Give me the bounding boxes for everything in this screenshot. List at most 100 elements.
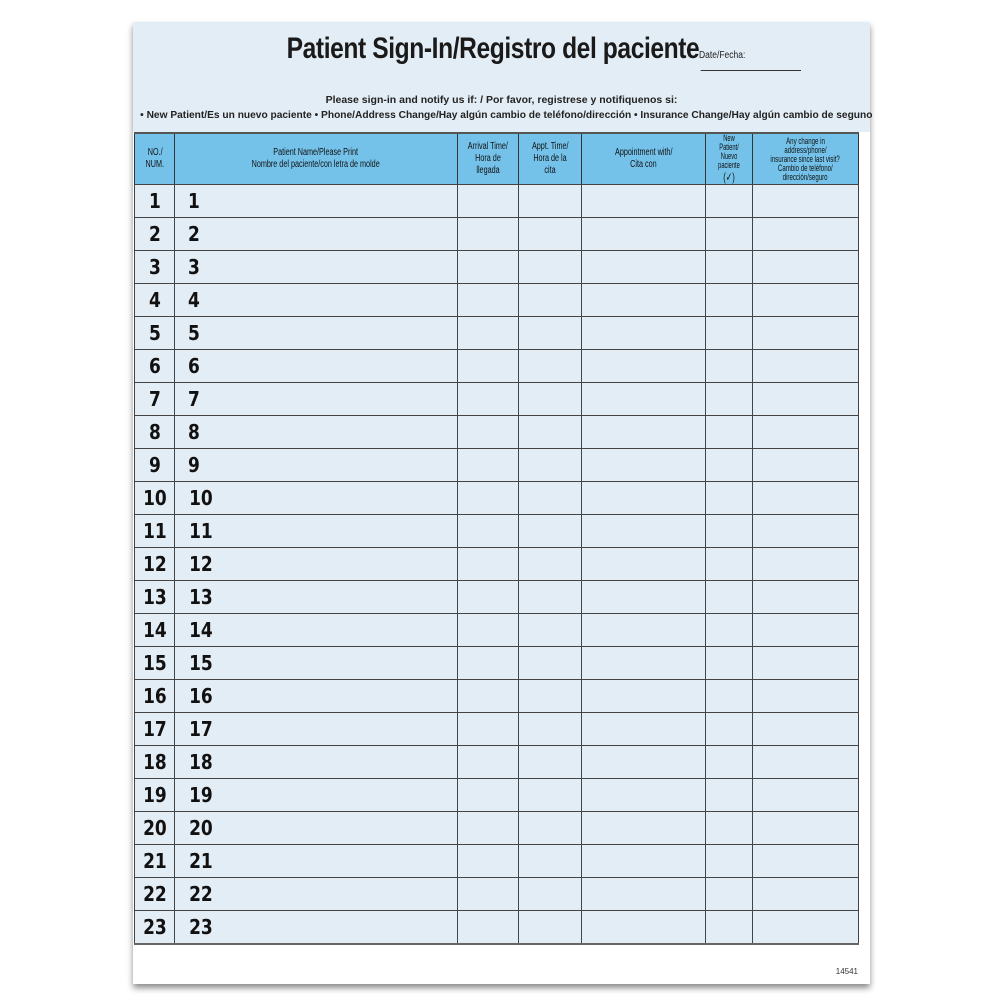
- patient-name-cell[interactable]: 21: [174, 844, 458, 878]
- new-patient-cell[interactable]: [705, 547, 753, 581]
- arrival-time-cell[interactable]: [457, 283, 519, 317]
- date-field[interactable]: Date/Fecha:: [699, 50, 844, 74]
- arrival-time-cell[interactable]: [457, 448, 519, 482]
- appt-time-cell[interactable]: [518, 448, 582, 482]
- appointment-with-cell[interactable]: [581, 613, 706, 647]
- appointment-with-cell[interactable]: [581, 349, 706, 383]
- new-patient-cell[interactable]: [705, 844, 753, 878]
- any-change-cell[interactable]: [752, 745, 859, 779]
- arrival-time-cell[interactable]: [457, 184, 519, 218]
- appointment-with-cell[interactable]: [581, 250, 706, 284]
- any-change-cell[interactable]: [752, 184, 859, 218]
- new-patient-cell[interactable]: [705, 712, 753, 746]
- appt-time-cell[interactable]: [518, 184, 582, 218]
- any-change-cell[interactable]: [752, 448, 859, 482]
- appt-time-cell[interactable]: [518, 481, 582, 515]
- appt-time-cell[interactable]: [518, 415, 582, 449]
- any-change-cell[interactable]: [752, 613, 859, 647]
- any-change-cell[interactable]: [752, 547, 859, 581]
- arrival-time-cell[interactable]: [457, 349, 519, 383]
- patient-name-cell[interactable]: 17: [174, 712, 458, 746]
- patient-name-cell[interactable]: 12: [174, 547, 458, 581]
- arrival-time-cell[interactable]: [457, 514, 519, 548]
- any-change-cell[interactable]: [752, 316, 859, 350]
- new-patient-cell[interactable]: [705, 415, 753, 449]
- new-patient-cell[interactable]: [705, 580, 753, 614]
- any-change-cell[interactable]: [752, 778, 859, 812]
- patient-name-cell[interactable]: 22: [174, 877, 458, 911]
- appointment-with-cell[interactable]: [581, 283, 706, 317]
- appointment-with-cell[interactable]: [581, 811, 706, 845]
- new-patient-cell[interactable]: [705, 217, 753, 251]
- patient-name-cell[interactable]: 14: [174, 613, 458, 647]
- patient-name-cell[interactable]: 10: [174, 481, 458, 515]
- date-line[interactable]: [700, 61, 801, 71]
- arrival-time-cell[interactable]: [457, 910, 519, 945]
- new-patient-cell[interactable]: [705, 448, 753, 482]
- patient-name-cell[interactable]: 6: [174, 349, 458, 383]
- appointment-with-cell[interactable]: [581, 514, 706, 548]
- arrival-time-cell[interactable]: [457, 646, 519, 680]
- arrival-time-cell[interactable]: [457, 415, 519, 449]
- arrival-time-cell[interactable]: [457, 382, 519, 416]
- any-change-cell[interactable]: [752, 646, 859, 680]
- appt-time-cell[interactable]: [518, 217, 582, 251]
- appointment-with-cell[interactable]: [581, 877, 706, 911]
- any-change-cell[interactable]: [752, 283, 859, 317]
- arrival-time-cell[interactable]: [457, 481, 519, 515]
- patient-name-cell[interactable]: 15: [174, 646, 458, 680]
- any-change-cell[interactable]: [752, 877, 859, 911]
- new-patient-cell[interactable]: [705, 481, 753, 515]
- appointment-with-cell[interactable]: [581, 184, 706, 218]
- appt-time-cell[interactable]: [518, 712, 582, 746]
- arrival-time-cell[interactable]: [457, 679, 519, 713]
- arrival-time-cell[interactable]: [457, 844, 519, 878]
- any-change-cell[interactable]: [752, 679, 859, 713]
- appointment-with-cell[interactable]: [581, 481, 706, 515]
- new-patient-cell[interactable]: [705, 250, 753, 284]
- new-patient-cell[interactable]: [705, 646, 753, 680]
- any-change-cell[interactable]: [752, 481, 859, 515]
- patient-name-cell[interactable]: 3: [174, 250, 458, 284]
- any-change-cell[interactable]: [752, 250, 859, 284]
- appt-time-cell[interactable]: [518, 877, 582, 911]
- appointment-with-cell[interactable]: [581, 745, 706, 779]
- appointment-with-cell[interactable]: [581, 778, 706, 812]
- appt-time-cell[interactable]: [518, 811, 582, 845]
- arrival-time-cell[interactable]: [457, 613, 519, 647]
- arrival-time-cell[interactable]: [457, 778, 519, 812]
- appointment-with-cell[interactable]: [581, 712, 706, 746]
- arrival-time-cell[interactable]: [457, 877, 519, 911]
- patient-name-cell[interactable]: 9: [174, 448, 458, 482]
- new-patient-cell[interactable]: [705, 778, 753, 812]
- patient-name-cell[interactable]: 5: [174, 316, 458, 350]
- arrival-time-cell[interactable]: [457, 745, 519, 779]
- patient-name-cell[interactable]: 16: [174, 679, 458, 713]
- appt-time-cell[interactable]: [518, 745, 582, 779]
- new-patient-cell[interactable]: [705, 283, 753, 317]
- appointment-with-cell[interactable]: [581, 547, 706, 581]
- any-change-cell[interactable]: [752, 712, 859, 746]
- any-change-cell[interactable]: [752, 580, 859, 614]
- appt-time-cell[interactable]: [518, 514, 582, 548]
- appointment-with-cell[interactable]: [581, 448, 706, 482]
- appointment-with-cell[interactable]: [581, 679, 706, 713]
- appointment-with-cell[interactable]: [581, 910, 706, 945]
- patient-name-cell[interactable]: 13: [174, 580, 458, 614]
- appt-time-cell[interactable]: [518, 382, 582, 416]
- patient-name-cell[interactable]: 18: [174, 745, 458, 779]
- any-change-cell[interactable]: [752, 349, 859, 383]
- appt-time-cell[interactable]: [518, 349, 582, 383]
- any-change-cell[interactable]: [752, 382, 859, 416]
- appt-time-cell[interactable]: [518, 547, 582, 581]
- any-change-cell[interactable]: [752, 514, 859, 548]
- new-patient-cell[interactable]: [705, 514, 753, 548]
- appointment-with-cell[interactable]: [581, 217, 706, 251]
- patient-name-cell[interactable]: 11: [174, 514, 458, 548]
- any-change-cell[interactable]: [752, 910, 859, 945]
- arrival-time-cell[interactable]: [457, 547, 519, 581]
- any-change-cell[interactable]: [752, 844, 859, 878]
- appt-time-cell[interactable]: [518, 646, 582, 680]
- appt-time-cell[interactable]: [518, 778, 582, 812]
- new-patient-cell[interactable]: [705, 316, 753, 350]
